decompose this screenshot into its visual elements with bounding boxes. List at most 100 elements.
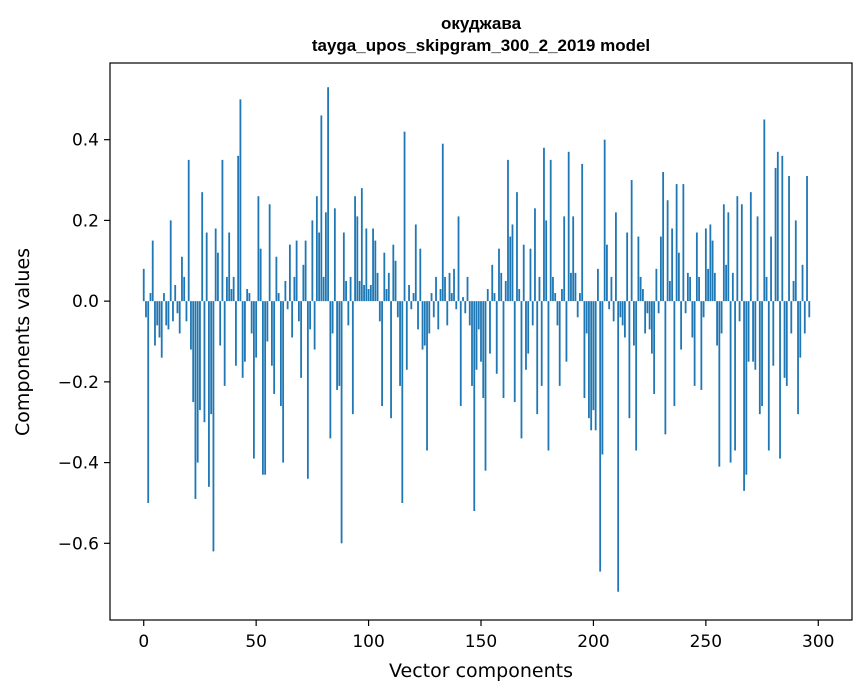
bar <box>677 252 680 302</box>
bar <box>792 280 795 302</box>
bar <box>277 293 280 302</box>
bar <box>365 228 368 302</box>
bar <box>781 155 784 302</box>
bar <box>529 248 532 302</box>
x-tick-label: 100 <box>352 632 384 652</box>
bar <box>788 176 790 302</box>
bar <box>295 240 298 302</box>
bar <box>633 301 635 346</box>
bar <box>754 301 757 370</box>
bar <box>689 276 692 302</box>
bar <box>268 204 271 302</box>
bar <box>208 301 210 487</box>
bar <box>246 289 249 302</box>
bar <box>167 301 170 330</box>
y-axis-label: Components values <box>12 248 34 436</box>
bar <box>731 272 734 302</box>
bar <box>223 301 226 386</box>
bar <box>709 224 712 302</box>
bar <box>570 272 572 302</box>
bar <box>599 301 602 572</box>
bar <box>522 244 525 302</box>
bar <box>408 284 410 302</box>
bar <box>630 180 633 302</box>
bar <box>248 293 251 302</box>
bar <box>659 236 662 302</box>
bar <box>331 301 334 334</box>
bar <box>691 301 694 338</box>
bar <box>160 301 163 358</box>
bar <box>498 248 500 302</box>
bar <box>725 264 727 302</box>
bar <box>803 301 806 334</box>
bar <box>176 301 179 314</box>
bar <box>513 301 516 403</box>
bar <box>417 301 419 330</box>
bar <box>592 301 595 411</box>
x-tick-label: 150 <box>465 632 497 652</box>
bar <box>621 301 624 326</box>
bar <box>385 289 388 302</box>
bar <box>291 301 294 338</box>
bar <box>637 236 640 302</box>
bar <box>183 276 186 302</box>
bar <box>286 301 289 310</box>
bar <box>360 188 363 302</box>
bar <box>752 301 754 362</box>
bar <box>808 301 811 318</box>
bar <box>270 301 273 366</box>
bar <box>583 301 586 399</box>
bar <box>511 224 514 302</box>
x-axis-label: Vector components <box>389 660 573 682</box>
bar <box>500 272 503 302</box>
bar <box>172 301 174 322</box>
bar <box>378 301 381 322</box>
bar <box>284 280 287 302</box>
bar <box>300 301 303 378</box>
bar <box>520 301 523 439</box>
bar <box>767 301 770 451</box>
bar <box>324 212 327 302</box>
bar <box>250 301 253 334</box>
bar <box>547 301 550 451</box>
bar <box>756 216 759 302</box>
bar <box>437 301 440 330</box>
bar <box>356 216 359 302</box>
bar <box>318 232 321 302</box>
bar <box>671 228 674 302</box>
bar <box>484 301 487 471</box>
bar <box>471 301 473 386</box>
bar <box>641 289 644 302</box>
bar <box>576 301 579 318</box>
x-tick-label: 50 <box>245 632 267 652</box>
bar <box>473 301 476 512</box>
bar <box>552 276 554 302</box>
bar <box>163 293 165 302</box>
bar <box>444 276 446 302</box>
bar <box>239 99 242 302</box>
bar <box>313 301 316 350</box>
bar <box>399 301 401 386</box>
bar <box>783 301 786 378</box>
bar <box>369 284 372 302</box>
bar <box>619 301 622 318</box>
bar <box>801 264 804 302</box>
bar <box>594 301 597 431</box>
bar <box>646 301 649 314</box>
bar <box>695 232 698 302</box>
bar <box>729 301 732 463</box>
bar <box>304 240 307 302</box>
bar <box>401 301 404 503</box>
bar <box>392 244 395 302</box>
bar <box>644 301 647 334</box>
bar <box>722 204 725 302</box>
bar <box>374 240 377 302</box>
bar <box>615 212 617 302</box>
bar <box>608 301 611 310</box>
bar <box>309 301 312 330</box>
bar <box>142 268 145 302</box>
bar <box>626 232 629 302</box>
bar <box>181 256 183 302</box>
bar <box>534 208 536 302</box>
plot-frame <box>109 62 853 621</box>
